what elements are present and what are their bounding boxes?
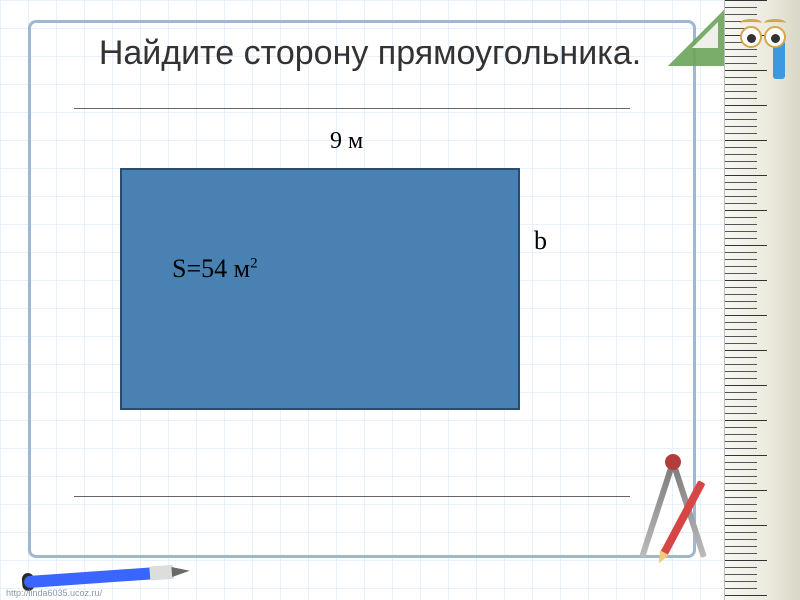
divider-top [74,108,630,109]
page-title: Найдите сторону прямоугольника. [40,34,700,73]
ruler-decoration [724,0,800,600]
set-square-hole [692,22,718,48]
footer-url: http://linda6035.ucoz.ru/ [6,588,102,598]
rect-side-label: b [534,226,547,256]
rectangle-shape [120,168,520,410]
area-text: S=54 м [172,254,250,283]
ruler-ticks-long [725,0,767,600]
googly-eyes-icon [740,24,790,54]
rect-area-label: S=54 м2 [172,254,258,284]
divider-bottom [74,496,630,497]
area-exponent: 2 [250,255,258,271]
compass-icon [648,452,728,572]
rect-width-label: 9 м [330,128,363,155]
